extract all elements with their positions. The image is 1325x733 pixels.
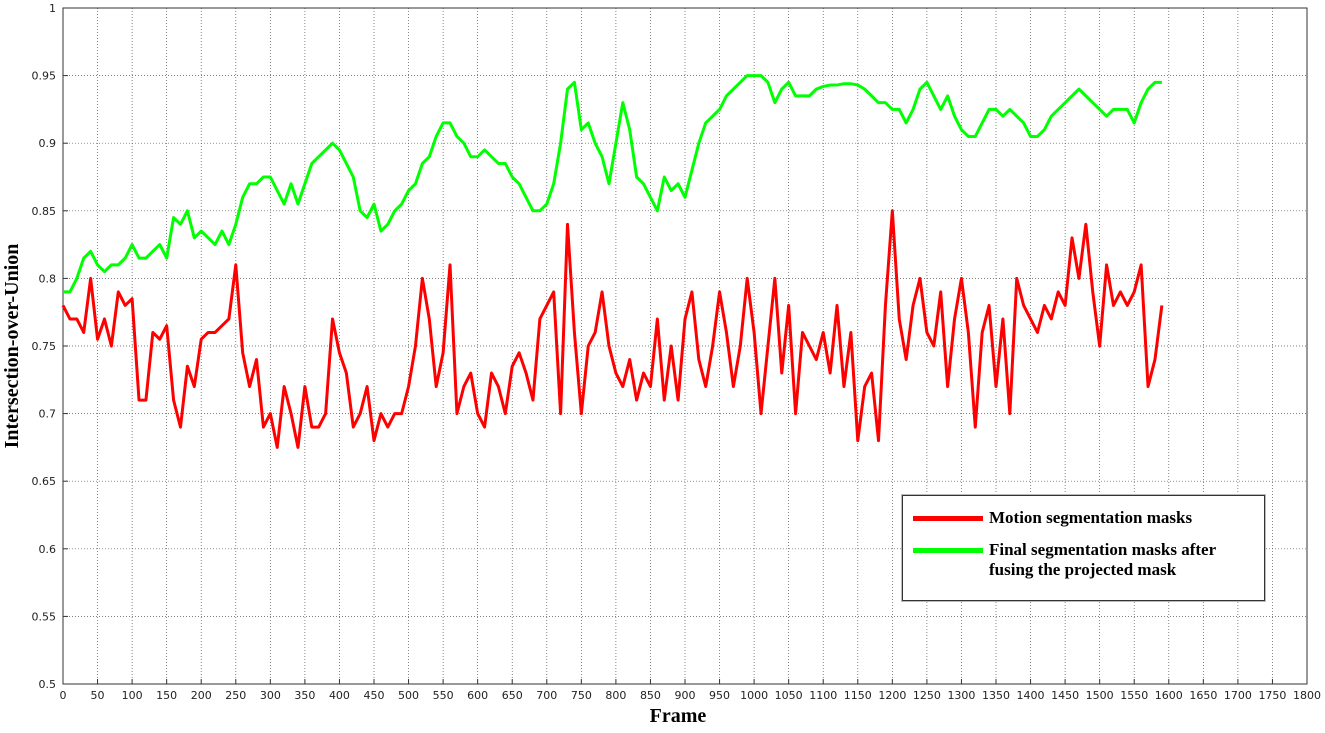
x-tick-label: 300 [260, 689, 281, 702]
legend: Motion segmentation masks Final segmentat… [902, 495, 1265, 601]
x-tick-label: 1050 [775, 689, 803, 702]
x-tick-label: 1650 [1189, 689, 1217, 702]
y-tick-label: 0.75 [32, 340, 57, 353]
x-tick-label: 450 [364, 689, 385, 702]
legend-entry: Motion segmentation masks [913, 508, 1254, 528]
y-axis-label: Intersection-over-Union [1, 244, 23, 449]
y-tick-label: 1 [49, 2, 56, 15]
x-tick-label: 200 [191, 689, 212, 702]
y-tick-label: 0.85 [32, 205, 57, 218]
y-tick-label: 0.7 [39, 408, 57, 421]
legend-label: Final segmentation masks after fusing th… [989, 540, 1216, 579]
plot-frame [62, 7, 1308, 685]
data-line [61, 209, 1164, 449]
y-tick-label: 0.65 [32, 475, 57, 488]
x-tick-label: 100 [122, 689, 143, 702]
x-tick-label: 1550 [1120, 689, 1148, 702]
legend-label: Motion segmentation masks [989, 508, 1193, 527]
x-tick-label: 1600 [1155, 689, 1183, 702]
legend-swatch [913, 516, 983, 521]
x-tick-label: 1700 [1224, 689, 1252, 702]
x-tick-label: 900 [675, 689, 696, 702]
x-tick-label: 1800 [1293, 689, 1321, 702]
legend-swatch [913, 548, 983, 553]
x-tick-label: 50 [91, 689, 105, 702]
x-tick-label: 1000 [740, 689, 768, 702]
y-tick-label: 0.6 [39, 543, 57, 556]
x-tick-label: 0 [60, 689, 67, 702]
x-tick-label: 800 [605, 689, 626, 702]
data-line [63, 74, 1162, 294]
x-tick-label: 1400 [1017, 689, 1045, 702]
x-tick-label: 600 [467, 689, 488, 702]
x-tick-label: 1350 [982, 689, 1010, 702]
x-tick-label: 750 [571, 689, 592, 702]
y-tick-label: 0.8 [39, 272, 57, 285]
x-tick-label: 700 [536, 689, 557, 702]
y-tick-label: 0.9 [39, 137, 57, 150]
x-tick-label: 1450 [1051, 689, 1079, 702]
x-tick-label: 850 [640, 689, 661, 702]
x-tick-label: 550 [433, 689, 454, 702]
legend-entry: Final segmentation masks after fusing th… [913, 540, 1254, 580]
x-tick-label: 250 [225, 689, 246, 702]
x-tick-label: 1200 [878, 689, 906, 702]
x-tick-label: 150 [156, 689, 177, 702]
x-tick-label: 950 [709, 689, 730, 702]
y-tick-label: 0.95 [32, 70, 57, 83]
x-tick-label: 1300 [947, 689, 975, 702]
x-tick-label: 1250 [913, 689, 941, 702]
x-tick-label: 1100 [809, 689, 837, 702]
y-tick-label: 0.5 [39, 678, 57, 691]
x-tick-label: 400 [329, 689, 350, 702]
x-tick-label: 350 [294, 689, 315, 702]
x-tick-label: 1500 [1086, 689, 1114, 702]
x-tick-label: 1750 [1258, 689, 1286, 702]
y-tick-label: 0.55 [32, 610, 57, 623]
x-tick-label: 1150 [844, 689, 872, 702]
x-tick-label: 650 [502, 689, 523, 702]
x-tick-label: 500 [398, 689, 419, 702]
x-axis-label: Frame [650, 705, 707, 727]
